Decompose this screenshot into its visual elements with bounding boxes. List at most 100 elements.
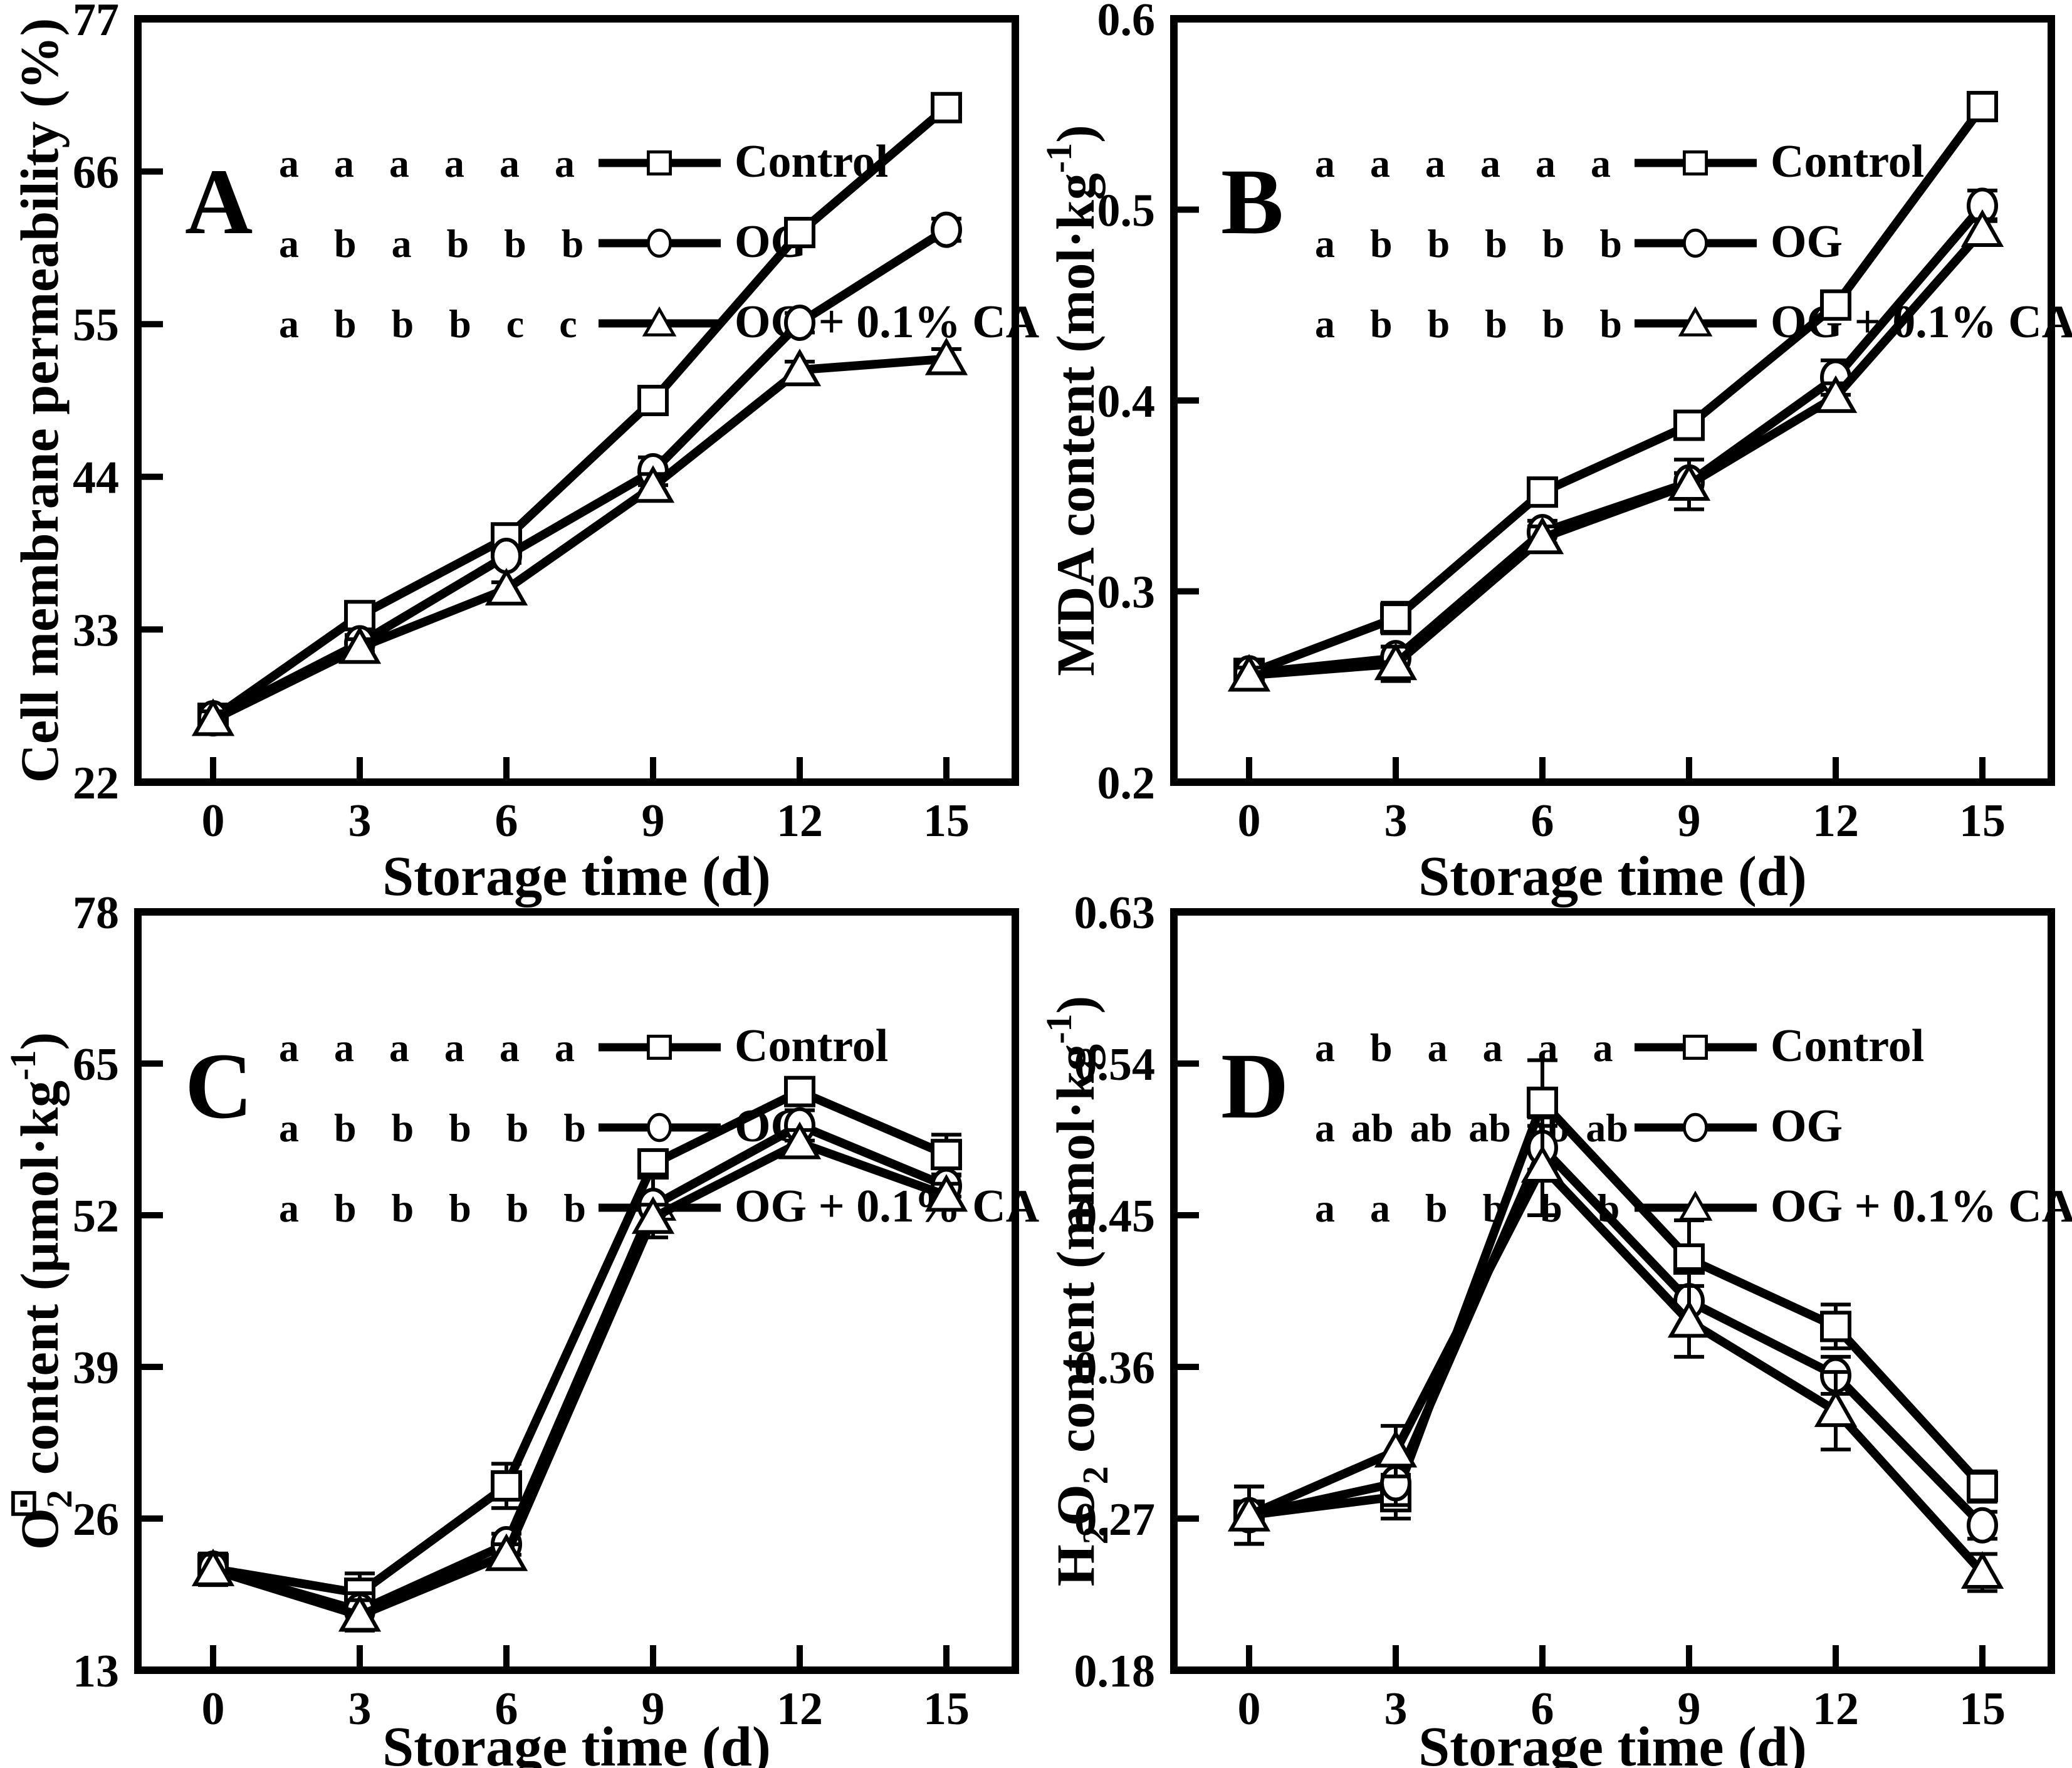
y-tick-label: 77 xyxy=(73,0,119,46)
y-axis-title-segment: H xyxy=(1045,1544,1106,1586)
x-tick-label: 15 xyxy=(1959,795,2006,847)
x-axis: 0 3 6 9 12 15 xyxy=(202,1645,970,1735)
triangle-marker xyxy=(1520,1144,1564,1183)
series-og-0-1-ca xyxy=(191,1121,968,1633)
y-axis-title-segment: ) xyxy=(1045,125,1106,143)
series-line xyxy=(1245,1143,1987,1530)
significance-letters: a b b b c c xyxy=(279,301,577,346)
triangle-marker xyxy=(1667,463,1711,501)
significance-letters: a a a a a a xyxy=(279,1025,575,1070)
circle-legend-marker xyxy=(647,1112,672,1143)
error-bars xyxy=(1234,217,1997,685)
square-legend-marker xyxy=(1683,1034,1708,1060)
x-axis-title: Storage time (d) xyxy=(1418,1716,1807,1768)
square-legend-marker xyxy=(1683,150,1708,175)
significance-letters: a b b b b b xyxy=(279,1106,586,1150)
triangle-marker xyxy=(1814,1389,1858,1427)
series-line xyxy=(1245,201,1987,678)
x-axis-title: Storage time (d) xyxy=(382,845,771,908)
panel-B: 0.2 0.3 0.4 0.5 0.6 0 3 6 9 12 15 Storage time (d) M… xyxy=(1039,0,2072,908)
series-og-0-1-ca xyxy=(191,337,968,736)
y-tick-label: 26 xyxy=(73,1494,119,1546)
series-line xyxy=(1245,1162,1987,1577)
series-control xyxy=(1233,91,1998,689)
y-tick-label: 0.27 xyxy=(1074,1494,1156,1546)
y-axis-title: Cell membrane permeability (%) xyxy=(9,18,70,783)
significance-letters: a a a a a a xyxy=(1315,141,1611,186)
triangle-marker xyxy=(778,348,822,387)
y-tick-label: 0.6 xyxy=(1097,0,1156,46)
y-tick-label: 0.5 xyxy=(1097,185,1156,236)
y-axis-title-segment: content (mmol·kg xyxy=(1045,1044,1106,1467)
triangle-marker xyxy=(1227,1493,1271,1532)
x-tick-label: 9 xyxy=(1678,1683,1701,1735)
legend-label: Control xyxy=(1771,136,1924,187)
x-tick-label: 0 xyxy=(202,1683,225,1735)
circle-marker xyxy=(784,304,815,341)
y-axis-title: O2⊡ content (μmol·kg-1) xyxy=(1,1032,80,1550)
series-line xyxy=(1245,102,1987,678)
x-tick-label: 3 xyxy=(1384,795,1408,847)
x-axis-title: Storage time (d) xyxy=(1418,845,1807,908)
y-axis-title-segment: MDA content (mol·kg xyxy=(1045,173,1106,676)
circle-legend-marker xyxy=(647,228,672,258)
triangle-marker xyxy=(338,1594,382,1632)
legend: a a a a a a Control a b b b b b OG a b b b b… xyxy=(1315,136,2072,348)
triangle-legend-marker xyxy=(642,306,677,337)
y-tick-label: 39 xyxy=(73,1342,119,1394)
triangle-marker xyxy=(338,626,382,664)
square-marker xyxy=(931,92,962,123)
triangle-marker xyxy=(1520,516,1564,555)
y-tick-label: 65 xyxy=(73,1039,119,1091)
significance-letters: a b b b b b xyxy=(279,1186,586,1230)
x-tick-label: 3 xyxy=(1384,1683,1408,1735)
significance-letters: a b a b b b xyxy=(279,221,583,266)
square-marker xyxy=(931,1139,962,1171)
y-axis-title-segment: ⊡ xyxy=(1,1488,44,1519)
y-tick-label: 0.4 xyxy=(1097,376,1156,427)
x-tick-label: 0 xyxy=(1238,795,1261,847)
y-tick-label: 55 xyxy=(73,300,119,351)
x-tick-label: 6 xyxy=(495,795,518,847)
series-line xyxy=(209,354,951,724)
legend-label: Control xyxy=(735,1020,888,1072)
y-axis-title-segment: 2 xyxy=(39,1490,80,1508)
x-axis: 0 3 6 9 12 15 xyxy=(202,757,970,847)
triangle-marker xyxy=(778,1121,822,1159)
x-tick-label: 9 xyxy=(642,795,665,847)
y-tick-label: 0.2 xyxy=(1097,758,1156,809)
series-control xyxy=(197,92,962,735)
significance-letters: a a b b b b xyxy=(1315,1186,1619,1230)
x-tick-label: 12 xyxy=(1813,1683,1859,1735)
y-tick-label: 33 xyxy=(73,605,119,656)
series-control xyxy=(197,1075,962,1615)
y-tick-label: 22 xyxy=(73,758,119,809)
y-tick-label: 78 xyxy=(73,887,119,939)
y-tick-label: 52 xyxy=(73,1191,119,1242)
circle-marker xyxy=(931,211,962,248)
square-marker xyxy=(1527,476,1558,508)
x-axis-title: Storage time (d) xyxy=(382,1716,771,1768)
panel-letter: C xyxy=(185,1034,253,1138)
x-tick-label: 6 xyxy=(1531,795,1554,847)
x-tick-label: 0 xyxy=(1238,1683,1261,1735)
panel-letter: B xyxy=(1221,150,1284,254)
x-tick-label: 3 xyxy=(348,795,372,847)
x-axis: 0 3 6 9 12 15 xyxy=(1238,1645,2006,1735)
square-marker xyxy=(1820,289,1851,321)
square-legend-marker xyxy=(647,1034,672,1060)
panel-letter: D xyxy=(1221,1034,1289,1138)
y-axis: 13 26 39 52 65 78 xyxy=(73,887,163,1697)
legend-label: Control xyxy=(1771,1020,1924,1072)
panel-A: 22 33 44 55 66 77 0 3 6 9 12 15 Storage time (d) Cell… xyxy=(9,0,1039,908)
y-tick-label: 0.18 xyxy=(1074,1646,1156,1697)
triangle-marker xyxy=(1667,1300,1711,1338)
x-tick-label: 6 xyxy=(495,1683,518,1735)
triangle-marker xyxy=(924,1174,968,1212)
significance-letters: a b a a a a xyxy=(1315,1025,1613,1070)
significance-letters: a b b b b b xyxy=(1315,221,1622,266)
y-axis-title-segment: content (μmol·kg xyxy=(9,1080,70,1488)
